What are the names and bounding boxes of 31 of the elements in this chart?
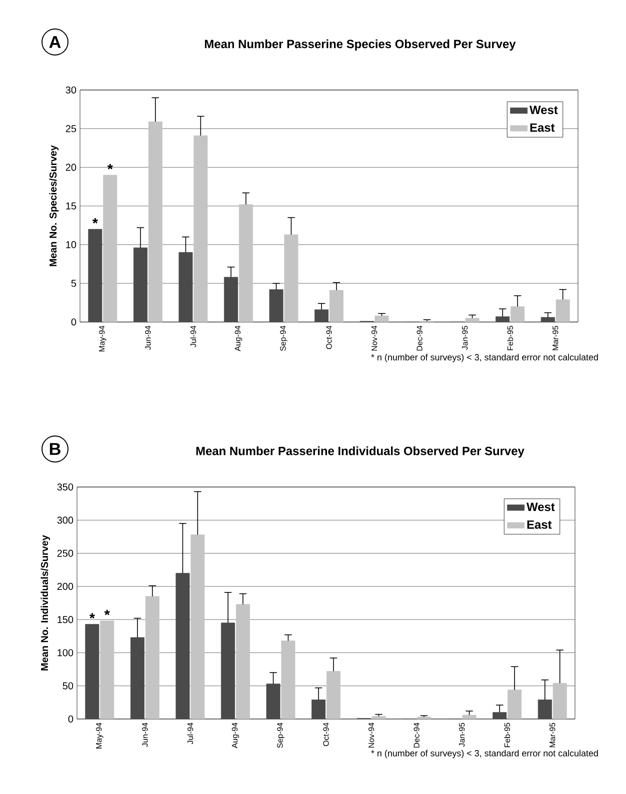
y-tick-label: 200 — [57, 582, 74, 590]
y-axis-title: Mean No. Individuals/Survey — [40, 535, 50, 670]
y-tick-label: 30 — [66, 86, 76, 94]
legend-label: East — [530, 123, 555, 132]
y-tick-label: 15 — [66, 202, 76, 210]
annotation: * — [107, 164, 113, 170]
chart-title: Mean Number Passerine Species Observed Per Survey — [204, 39, 516, 51]
y-tick-label: 350 — [57, 483, 74, 491]
y-tick-label: 150 — [58, 616, 74, 624]
y-tick-label: 20 — [66, 164, 76, 171]
chart-title: Mean Number Passerine Individuals Observed Per Survey — [196, 446, 524, 458]
y-tick-label: 100 — [58, 649, 74, 656]
y-tick-label: 250 — [57, 550, 74, 557]
y-tick-label: 300 — [57, 516, 74, 524]
annotation: * — [104, 610, 110, 616]
y-tick-label: 0 — [68, 715, 74, 723]
text: A — [49, 36, 61, 48]
text: B — [50, 443, 60, 455]
y-tick-label: 10 — [66, 241, 76, 248]
legend-label: East — [527, 520, 552, 529]
text: * n (number of surveys) < 3, standard error not calculated — [371, 750, 598, 758]
legend-label: West — [530, 106, 558, 114]
y-tick-label: 0 — [71, 318, 76, 326]
y-tick-label: 5 — [71, 280, 76, 287]
annotation: * — [89, 613, 95, 618]
annotation: * — [92, 218, 98, 224]
y-tick-label: 50 — [62, 682, 74, 690]
legend-label: West — [526, 502, 555, 512]
y-axis-title: Mean No. Species/Survey — [49, 145, 59, 266]
y-tick-label: 25 — [66, 125, 76, 132]
text: * n (number of surveys) < 3, standard error not calculated — [371, 354, 598, 362]
